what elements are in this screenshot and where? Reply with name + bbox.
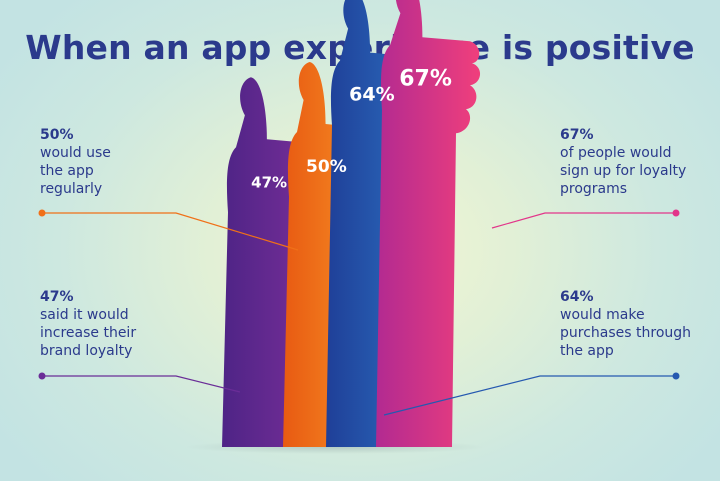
callout-64-pct: 64% [560, 289, 594, 305]
callout-50-pct: 50% [40, 127, 74, 143]
value-label-64: 64% [349, 84, 394, 106]
callout-67: 67% of people would sign up for loyalty … [560, 126, 710, 198]
callout-47-pct: 47% [40, 289, 74, 305]
callout-47: 47% said it would increase their brand l… [40, 288, 190, 360]
callout-67-pct: 67% [560, 127, 594, 143]
callout-64: 64% would make purchases through the app [560, 288, 710, 360]
callout-64-desc: would make purchases through the app [560, 307, 692, 359]
callout-50: 50% would use the app regularly [40, 126, 190, 198]
leader-64 [383, 372, 680, 416]
thumb-bar-67 [376, 0, 480, 447]
leader-50 [38, 209, 299, 251]
value-label-67: 67% [399, 66, 452, 91]
leader-67 [491, 209, 680, 229]
value-label-47: 47% [251, 173, 287, 191]
leader-47 [38, 372, 241, 393]
callout-67-desc: of people would sign up for loyalty prog… [560, 145, 687, 197]
callout-50-desc: would use the app regularly [40, 145, 111, 197]
value-label-50: 50% [306, 157, 347, 177]
callout-47-desc: said it would increase their brand loyal… [40, 307, 137, 359]
